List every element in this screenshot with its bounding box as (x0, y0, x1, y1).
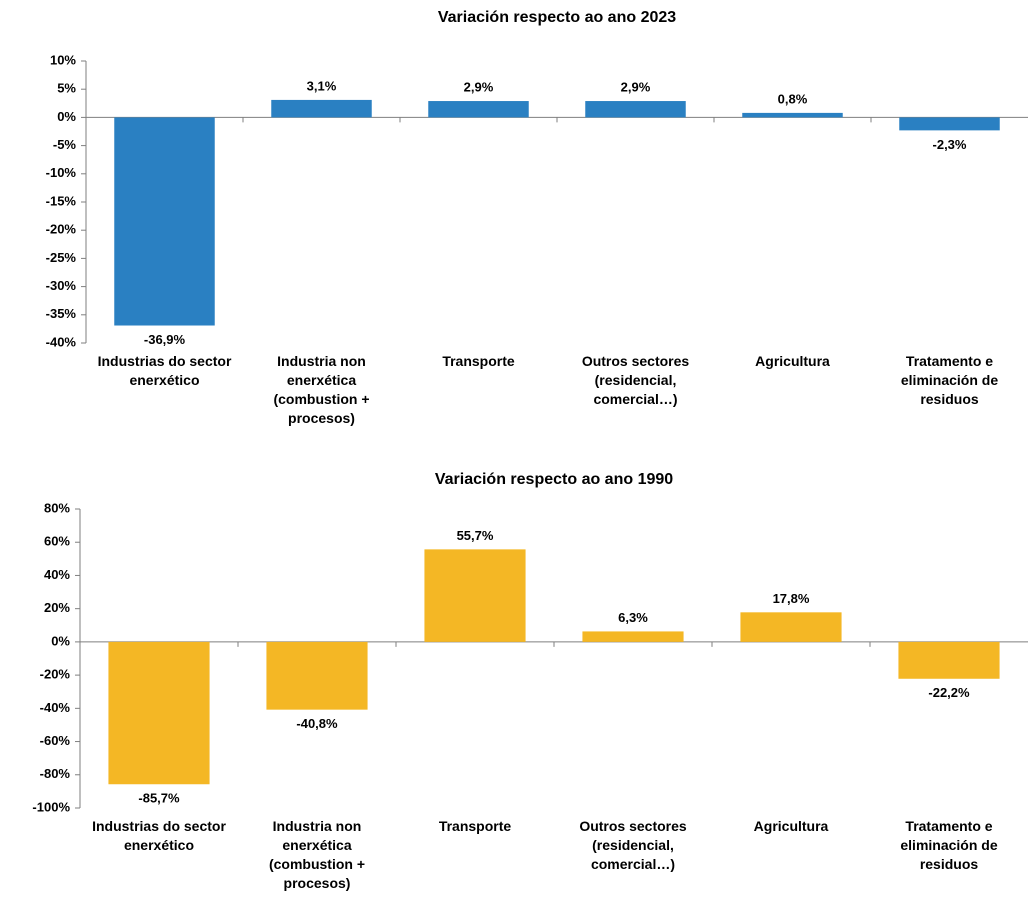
value-label: -40,8% (296, 716, 338, 731)
x-tick-label-box: Outros sectores (residencial, comercial…… (579, 818, 687, 872)
chart-title: Variación respecto ao ano 2023 (438, 9, 676, 26)
y-tick-label: -5% (53, 137, 77, 152)
y-tick-label: 10% (50, 52, 76, 67)
x-tick-label: Outros sectores (residencial, comercial…… (581, 353, 690, 407)
x-tick-label-box: Agricultura (753, 818, 829, 834)
y-tick-label: 60% (44, 534, 70, 549)
bar (585, 101, 686, 118)
x-tick-label: Industria non enerxética (combustion + p… (273, 353, 370, 426)
y-tick-label: -40% (46, 334, 77, 349)
y-tick-label: -35% (46, 306, 77, 321)
value-label: 17,8% (773, 591, 810, 606)
x-tick-label-box: Industrias do sector enerxético (92, 818, 226, 853)
bar (428, 101, 529, 118)
x-tick-label-box: Industria non enerxética (combustion + p… (273, 353, 370, 426)
x-tick-label: Industria non enerxética (combustion + p… (268, 818, 366, 891)
x-tick-label-box: Outros sectores (residencial, comercial…… (581, 353, 690, 407)
bar (742, 112, 843, 118)
x-tick-label: Tratamento e eliminación de residuos (900, 353, 999, 407)
x-tick-label-box: Industria non enerxética (combustion + p… (268, 818, 366, 891)
value-label: -36,9% (144, 332, 186, 347)
bar (266, 641, 368, 710)
y-tick-label: 40% (44, 567, 70, 582)
bar (898, 641, 1000, 679)
y-tick-label: 80% (44, 500, 70, 515)
bar (114, 117, 215, 326)
value-label: -22,2% (928, 685, 970, 700)
bar (740, 612, 842, 642)
bar (108, 641, 210, 785)
y-tick-label: -60% (40, 733, 71, 748)
x-tick-label: Transporte (442, 353, 515, 369)
y-tick-label: -15% (46, 193, 77, 208)
value-label: 55,7% (457, 528, 494, 543)
bar (271, 99, 372, 118)
value-label: 6,3% (618, 610, 648, 625)
x-tick-label: Agricultura (755, 353, 830, 369)
bar (899, 117, 1000, 131)
x-tick-label-box: Agricultura (755, 353, 830, 369)
y-tick-label: -30% (46, 278, 77, 293)
y-tick-label: -20% (46, 222, 77, 237)
y-tick-label: -40% (40, 700, 71, 715)
x-tick-label-box: Industrias do sector enerxético (97, 353, 232, 388)
value-label: 0,8% (778, 91, 808, 106)
x-tick-label: Outros sectores (residencial, comercial…… (579, 818, 687, 872)
x-tick-label-box: Transporte (442, 353, 515, 369)
value-label: 2,9% (464, 79, 494, 94)
y-tick-label: 0% (51, 633, 70, 648)
x-tick-label-box: Tratamento e eliminación de residuos (900, 818, 998, 872)
x-tick-label: Transporte (438, 818, 512, 834)
y-tick-label: 20% (44, 600, 70, 615)
value-label: 3,1% (307, 78, 337, 93)
chart-title: Variación respecto ao ano 1990 (435, 471, 673, 488)
value-label: 2,9% (621, 79, 651, 94)
bar (582, 631, 684, 642)
y-tick-label: -25% (46, 250, 77, 265)
y-tick-label: -20% (40, 667, 71, 682)
x-tick-label: Agricultura (753, 818, 829, 834)
value-label: -85,7% (138, 791, 180, 806)
y-tick-label: -100% (32, 799, 70, 814)
y-tick-label: 0% (57, 109, 76, 124)
x-tick-label-box: Tratamento e eliminación de residuos (900, 353, 999, 407)
x-tick-label: Industrias do sector enerxético (92, 818, 226, 853)
y-tick-label: -80% (40, 766, 71, 781)
x-tick-label: Industrias do sector enerxético (97, 353, 232, 388)
y-tick-label: -10% (46, 165, 77, 180)
x-tick-label-box: Transporte (438, 818, 512, 834)
x-tick-label: Tratamento e eliminación de residuos (900, 818, 998, 872)
value-label: -2,3% (933, 137, 967, 152)
y-tick-label: 5% (57, 81, 76, 96)
bar (424, 549, 526, 642)
